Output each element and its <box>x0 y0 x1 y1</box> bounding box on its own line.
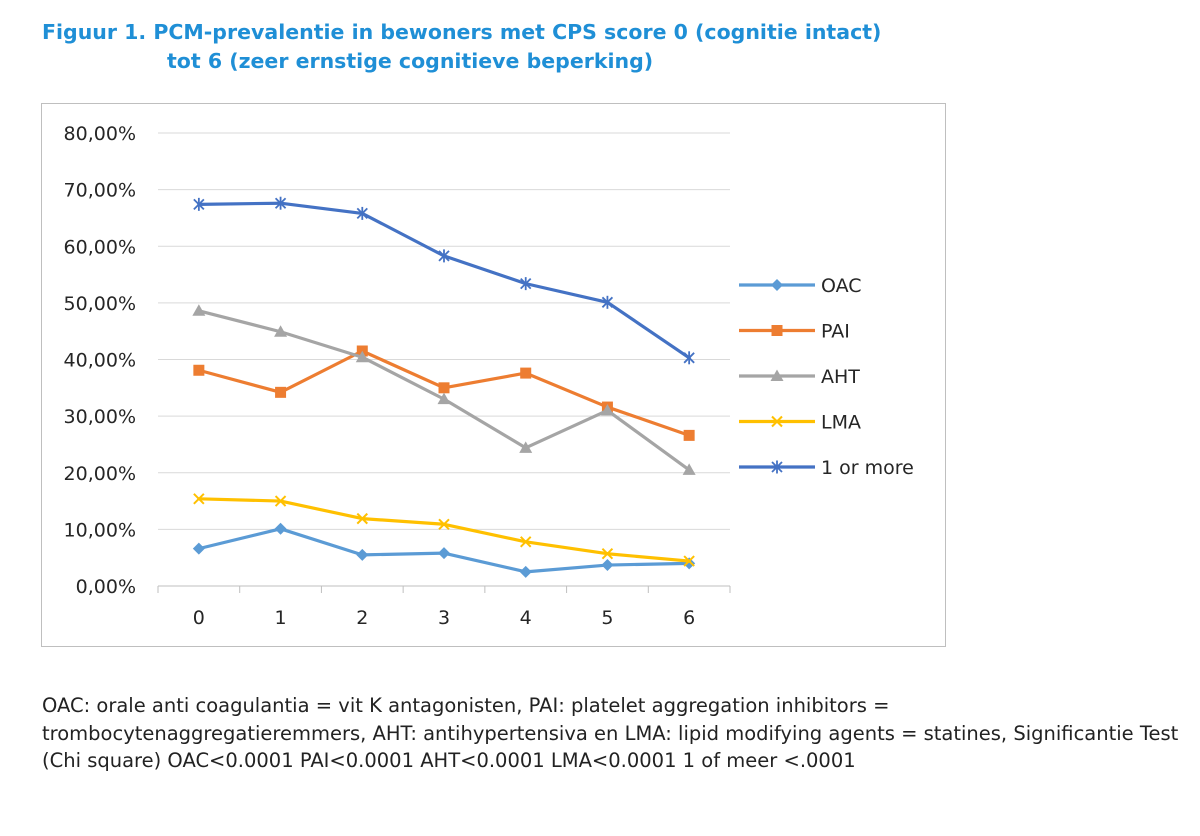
legend-item-1-or-more: 1 or more <box>739 457 914 479</box>
x-tick-label: 1 <box>275 607 287 629</box>
figure-title: Figuur 1. PCM-prevalentie in bewoners me… <box>42 18 881 76</box>
data-point-aht <box>192 304 206 316</box>
data-point-lma <box>274 495 287 507</box>
data-point-pai <box>275 386 287 398</box>
data-point-pai <box>683 429 695 441</box>
legend-label-pai: PAI <box>821 321 850 343</box>
data-point-1-or-more <box>601 295 614 309</box>
data-point-pai <box>520 367 532 379</box>
data-point-aht <box>519 441 533 453</box>
data-point-oac <box>601 559 614 572</box>
legend-label-aht: AHT <box>821 366 860 388</box>
y-tick-label: 60,00% <box>64 236 136 258</box>
figure-title-line2: tot 6 (zeer ernstige cognitieve beperkin… <box>167 49 654 73</box>
y-tick-label: 80,00% <box>64 123 136 145</box>
data-point-oac <box>438 547 450 560</box>
chart-frame: 0,00% 10,00% 20,00% 30,00% 40,00% 50,00% 60,00… <box>41 103 946 647</box>
data-point-lma <box>520 536 532 548</box>
legend-marker-oac <box>771 279 783 291</box>
y-tick-label: 10,00% <box>64 519 136 541</box>
y-tick-label: 40,00% <box>64 350 136 372</box>
line-chart: 0,00% 10,00% 20,00% 30,00% 40,00% 50,00% 60,00… <box>64 123 914 629</box>
x-tick-label: 2 <box>356 607 368 629</box>
series-lma <box>193 493 695 567</box>
gridlines <box>158 132 730 530</box>
figure-title-line1: Figuur 1. PCM-prevalentie in bewoners me… <box>42 20 882 44</box>
x-tick-label: 5 <box>601 607 613 629</box>
legend-label-1-or-more: 1 or more <box>821 457 914 479</box>
data-point-oac <box>519 565 532 578</box>
legend-label-oac: OAC <box>821 275 862 297</box>
x-tick-label: 6 <box>683 607 695 629</box>
series-oac <box>192 522 696 578</box>
data-point-aht <box>682 463 696 475</box>
y-tick-label: 70,00% <box>64 180 136 202</box>
legend-marker-pai <box>771 325 783 336</box>
x-tick-label: 3 <box>438 607 450 629</box>
legend-item-oac: OAC <box>739 275 862 297</box>
legend-marker-1-or-more <box>771 460 783 474</box>
legend-marker-lma <box>771 415 783 428</box>
series-1-or-more <box>193 196 695 365</box>
y-tick-label: 20,00% <box>64 463 136 485</box>
data-point-1-or-more <box>520 277 532 291</box>
data-point-1-or-more <box>683 351 695 365</box>
y-tick-label: 0,00% <box>76 576 136 598</box>
data-point-1-or-more <box>193 197 205 211</box>
data-point-1-or-more <box>274 196 287 210</box>
data-point-oac <box>356 548 369 561</box>
series-aht <box>192 304 696 475</box>
data-point-aht <box>600 403 614 416</box>
data-point-lma <box>683 555 695 567</box>
legend-label-lma: LMA <box>821 412 861 434</box>
data-point-pai <box>438 382 450 394</box>
data-point-oac <box>274 522 287 535</box>
legend-item-aht: AHT <box>739 366 860 388</box>
data-point-lma <box>193 493 205 505</box>
data-point-lma <box>438 518 450 530</box>
y-tick-label: 50,00% <box>64 293 136 315</box>
data-point-oac <box>683 557 696 570</box>
data-point-aht <box>274 325 288 337</box>
data-point-1-or-more <box>356 206 368 220</box>
series <box>192 196 696 578</box>
figure-caption: OAC: orale anti coagulantia = vit K anta… <box>42 694 1179 772</box>
x-tick-label: 4 <box>520 607 532 629</box>
legend: OAC PAI AHT LMA 1 or more <box>739 275 914 479</box>
data-point-aht <box>355 350 369 363</box>
legend-item-pai: PAI <box>739 321 850 343</box>
data-point-lma <box>601 548 614 560</box>
data-point-pai <box>193 364 205 376</box>
data-point-aht <box>437 392 451 405</box>
axes: 0,00% 10,00% 20,00% 30,00% 40,00% 50,00% 60,00… <box>64 123 731 629</box>
y-tick-label: 30,00% <box>64 406 136 428</box>
data-point-1-or-more <box>438 249 450 263</box>
x-tick-label: 0 <box>193 607 205 629</box>
legend-item-lma: LMA <box>739 412 861 434</box>
series-line-1-or-more <box>197 201 691 360</box>
data-point-lma <box>356 512 368 525</box>
data-point-oac <box>192 542 205 555</box>
legend-marker-aht <box>770 369 784 381</box>
